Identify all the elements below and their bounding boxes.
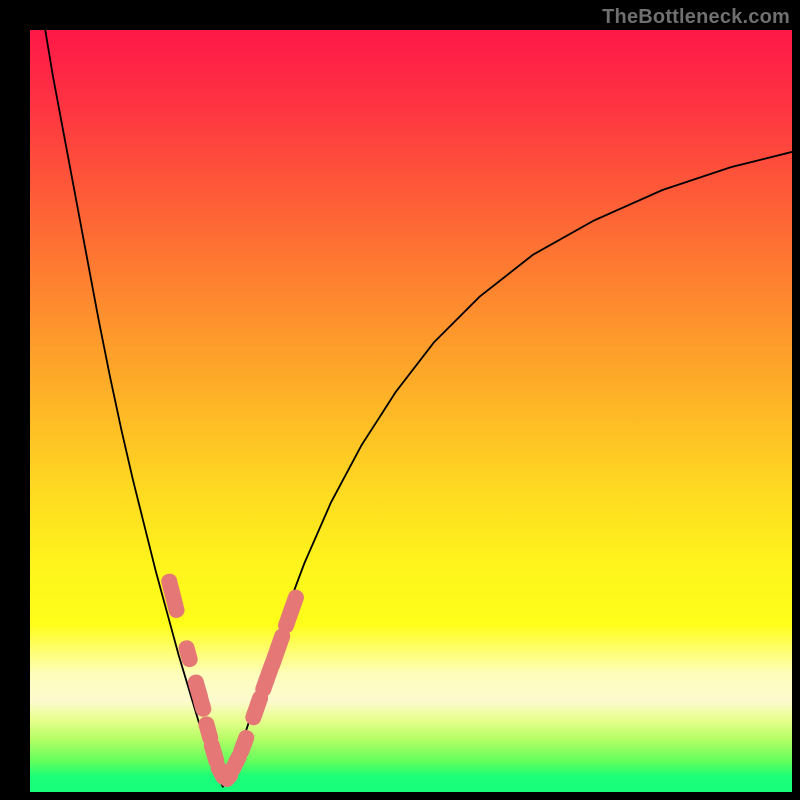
bottleneck-chart (0, 0, 800, 800)
chart-container: TheBottleneck.com (0, 0, 800, 800)
plot-background (30, 30, 792, 792)
watermark-text: TheBottleneck.com (602, 6, 790, 29)
